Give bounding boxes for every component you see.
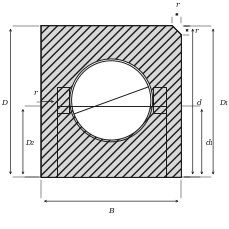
Text: r: r [33, 89, 37, 97]
Circle shape [69, 60, 152, 142]
Text: r: r [87, 121, 91, 129]
Text: d₁: d₁ [205, 138, 213, 146]
Text: r: r [174, 1, 178, 9]
Polygon shape [41, 27, 181, 178]
Text: r: r [194, 27, 197, 35]
Polygon shape [57, 106, 165, 178]
Polygon shape [57, 88, 69, 114]
Text: d: d [196, 98, 201, 106]
Text: D₁: D₁ [218, 98, 227, 106]
Polygon shape [153, 88, 165, 114]
Text: D₂: D₂ [25, 138, 34, 146]
Circle shape [71, 62, 150, 140]
Text: D: D [1, 98, 7, 106]
Text: B: B [108, 206, 114, 214]
